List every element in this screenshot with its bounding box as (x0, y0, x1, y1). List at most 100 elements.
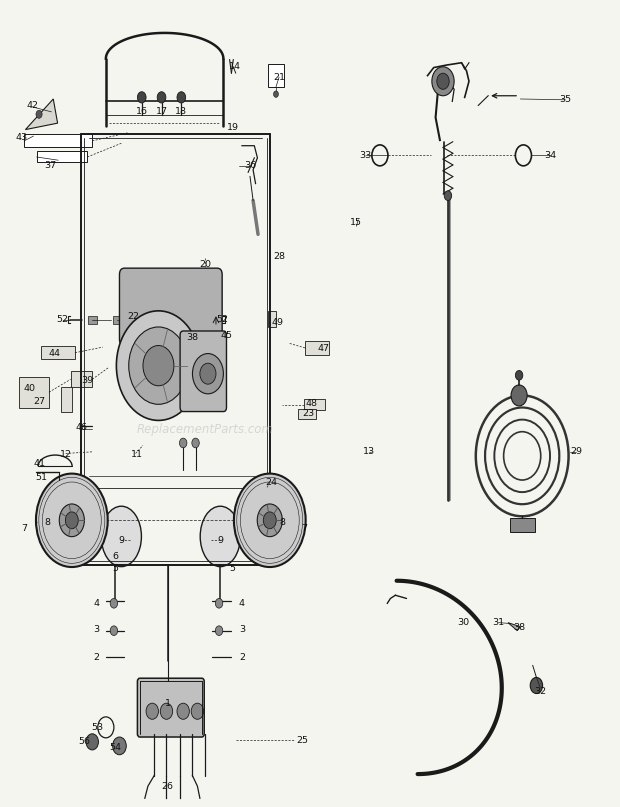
Text: 52: 52 (56, 316, 69, 324)
FancyBboxPatch shape (180, 331, 226, 412)
Bar (164, 316, 172, 324)
Polygon shape (25, 99, 58, 130)
Text: ReplacementParts.com: ReplacementParts.com (136, 423, 273, 436)
Bar (305, 341, 329, 355)
Bar (181, 315, 200, 345)
Text: 13: 13 (363, 447, 375, 456)
Text: 39: 39 (81, 376, 94, 386)
Circle shape (191, 703, 203, 719)
Text: 20: 20 (199, 261, 211, 270)
Circle shape (138, 92, 146, 103)
Ellipse shape (200, 506, 241, 567)
Text: 30: 30 (458, 618, 469, 627)
Circle shape (257, 504, 282, 537)
Bar (19, 377, 49, 408)
Text: 11: 11 (131, 449, 143, 458)
FancyBboxPatch shape (138, 678, 204, 737)
Circle shape (234, 474, 306, 567)
Circle shape (188, 324, 193, 330)
Circle shape (177, 703, 189, 719)
Text: 15: 15 (350, 218, 363, 227)
Text: 54: 54 (109, 743, 121, 752)
Text: 47: 47 (317, 345, 330, 353)
Text: 42: 42 (27, 101, 39, 110)
Circle shape (215, 626, 223, 636)
Circle shape (179, 438, 187, 448)
Text: 45: 45 (221, 331, 232, 340)
Circle shape (515, 370, 523, 380)
Bar (298, 409, 316, 419)
Polygon shape (508, 623, 520, 631)
Text: 28: 28 (273, 252, 285, 261)
Bar (304, 399, 326, 410)
Text: 38: 38 (187, 333, 198, 342)
Bar (41, 346, 75, 359)
Text: 24: 24 (265, 478, 277, 487)
Bar (113, 316, 122, 324)
Text: 21: 21 (273, 73, 285, 82)
Text: 56: 56 (78, 738, 90, 746)
Circle shape (110, 626, 118, 636)
Bar (71, 371, 92, 387)
Text: 46: 46 (75, 423, 87, 433)
Text: 19: 19 (227, 123, 239, 132)
Circle shape (86, 734, 99, 750)
Circle shape (65, 512, 78, 529)
Text: 6: 6 (112, 552, 118, 561)
Text: 3: 3 (239, 625, 245, 633)
Text: 34: 34 (544, 151, 556, 160)
Circle shape (36, 111, 42, 119)
Text: 16: 16 (136, 107, 148, 116)
Text: 40: 40 (24, 384, 36, 394)
Text: 7: 7 (301, 524, 307, 533)
Text: 22: 22 (128, 312, 140, 321)
Text: 48: 48 (306, 399, 318, 408)
Circle shape (192, 438, 199, 448)
Circle shape (60, 504, 84, 537)
Circle shape (36, 474, 108, 567)
Text: 51: 51 (35, 473, 47, 482)
Text: 1: 1 (165, 699, 171, 708)
Circle shape (437, 73, 449, 90)
Circle shape (511, 385, 527, 406)
Text: 8: 8 (279, 518, 285, 527)
Text: 8: 8 (44, 518, 50, 527)
Circle shape (157, 92, 166, 103)
Text: 18: 18 (175, 107, 187, 116)
Ellipse shape (101, 506, 141, 567)
Circle shape (177, 92, 185, 103)
Text: 43: 43 (15, 133, 27, 142)
Text: 44: 44 (48, 349, 61, 358)
Text: 4: 4 (94, 599, 100, 608)
Circle shape (129, 327, 188, 404)
Circle shape (200, 363, 216, 384)
Text: 7: 7 (21, 524, 27, 533)
Text: 5: 5 (229, 564, 236, 573)
Circle shape (445, 190, 451, 200)
Text: 27: 27 (33, 397, 45, 407)
Text: 2: 2 (239, 653, 245, 662)
Text: 17: 17 (156, 107, 167, 116)
Text: 3: 3 (94, 625, 100, 633)
Bar (88, 316, 97, 324)
Circle shape (530, 677, 542, 693)
Circle shape (113, 737, 126, 755)
Text: 12: 12 (60, 449, 72, 458)
Text: 33: 33 (360, 151, 372, 160)
Bar (37, 152, 87, 162)
Bar (268, 65, 284, 87)
Text: 14: 14 (229, 62, 241, 71)
Circle shape (273, 91, 278, 98)
Circle shape (215, 599, 223, 608)
Text: 49: 49 (272, 319, 284, 328)
Bar (268, 311, 276, 327)
Circle shape (264, 512, 277, 529)
Bar (510, 518, 534, 533)
Text: 41: 41 (33, 459, 46, 468)
Text: 35: 35 (559, 95, 571, 104)
Circle shape (117, 311, 200, 420)
Circle shape (432, 67, 454, 96)
Circle shape (161, 703, 172, 719)
Text: 5: 5 (112, 564, 118, 573)
Bar (61, 387, 73, 412)
